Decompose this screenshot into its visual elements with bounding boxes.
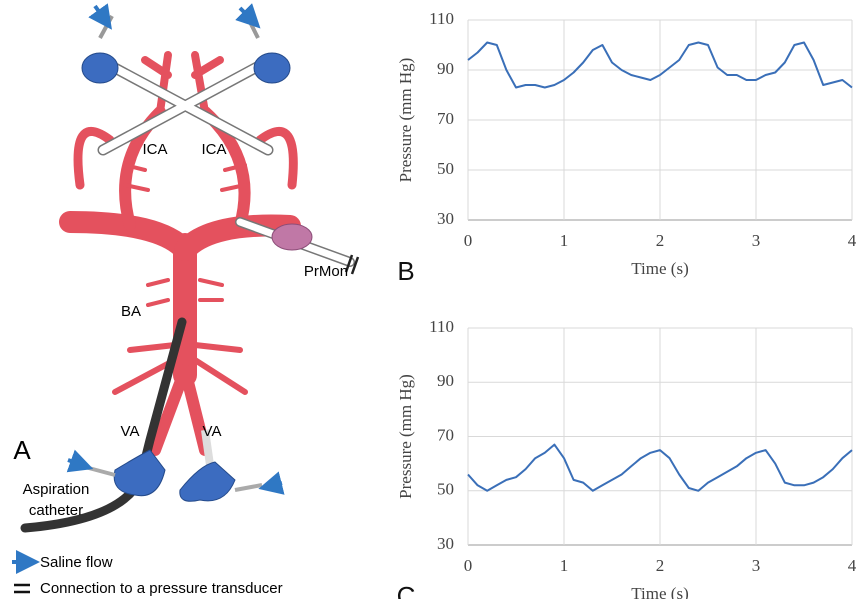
- y-tick-label: 70: [437, 109, 454, 128]
- flow-arrow: [66, 449, 94, 473]
- y-tick-label: 90: [437, 371, 454, 390]
- panel-letter: A: [13, 435, 31, 465]
- panel-letter: B: [397, 256, 414, 286]
- vessel: [174, 214, 301, 261]
- connector: [81, 52, 119, 84]
- catheter-label: Aspiration: [23, 481, 90, 498]
- y-tick-label: 110: [429, 317, 454, 336]
- legend-symbol: [14, 583, 30, 594]
- x-axis-label: Time (s): [631, 259, 688, 278]
- y-tick-label: 50: [437, 159, 454, 178]
- y-axis-label: Pressure (mm Hg): [396, 58, 415, 183]
- x-tick-label: 4: [848, 556, 857, 575]
- y-tick-label: 110: [429, 9, 454, 28]
- y-tick-label: 70: [437, 425, 454, 444]
- y-axis-label: Pressure (mm Hg): [396, 374, 415, 499]
- vessel-label: ICA: [142, 141, 167, 158]
- data-line: [467, 443, 853, 492]
- legend-text: Saline flow: [40, 554, 113, 571]
- x-tick-label: 1: [560, 556, 569, 575]
- data-line: [467, 41, 853, 89]
- vessel-branch: [112, 342, 248, 395]
- legend-text: Connection to a pressure transducer: [40, 580, 283, 597]
- x-axis-label: Time (s): [631, 584, 688, 599]
- y-tick-label: 50: [437, 480, 454, 499]
- flow-arrow: [88, 3, 112, 30]
- transducer-connection: [344, 254, 360, 275]
- vessel-label: BA: [121, 303, 141, 320]
- flow-arrow: [258, 471, 285, 495]
- y-tick-label: 30: [437, 209, 454, 228]
- vessel-label: VA: [203, 423, 222, 440]
- tube-end: [98, 15, 260, 39]
- x-tick-label: 0: [464, 231, 473, 250]
- tube-end: [234, 483, 263, 492]
- x-tick-label: 3: [752, 556, 761, 575]
- vessel-label: ICA: [201, 141, 226, 158]
- x-tick-label: 4: [848, 231, 857, 250]
- catheter: [201, 429, 214, 466]
- x-tick-label: 2: [656, 556, 665, 575]
- connector: [113, 449, 166, 497]
- vessel: [73, 126, 115, 190]
- y-tick-label: 90: [437, 59, 454, 78]
- vessel: [149, 364, 211, 456]
- vessel-label: PrMon: [304, 263, 348, 280]
- y-tick-label: 30: [437, 534, 454, 553]
- pressure-monitor: [271, 223, 313, 251]
- x-tick-label: 2: [656, 231, 665, 250]
- vessel: [255, 126, 298, 190]
- x-tick-label: 0: [464, 556, 473, 575]
- catheter: [96, 56, 274, 154]
- flow-arrow: [235, 3, 261, 29]
- vessel-label: VA: [121, 423, 140, 440]
- x-tick-label: 3: [752, 231, 761, 250]
- connector: [253, 52, 291, 84]
- x-tick-label: 1: [560, 231, 569, 250]
- tube-end: [84, 465, 116, 477]
- vessel-branch: [123, 163, 247, 307]
- panel-letter: C: [397, 581, 416, 599]
- vessel: [141, 51, 224, 116]
- catheter-label: catheter: [29, 502, 83, 519]
- anatomy-diagram: ICA ICA BA VA VA PrMon A Aspiration cath…: [12, 3, 360, 597]
- connector: [179, 461, 236, 502]
